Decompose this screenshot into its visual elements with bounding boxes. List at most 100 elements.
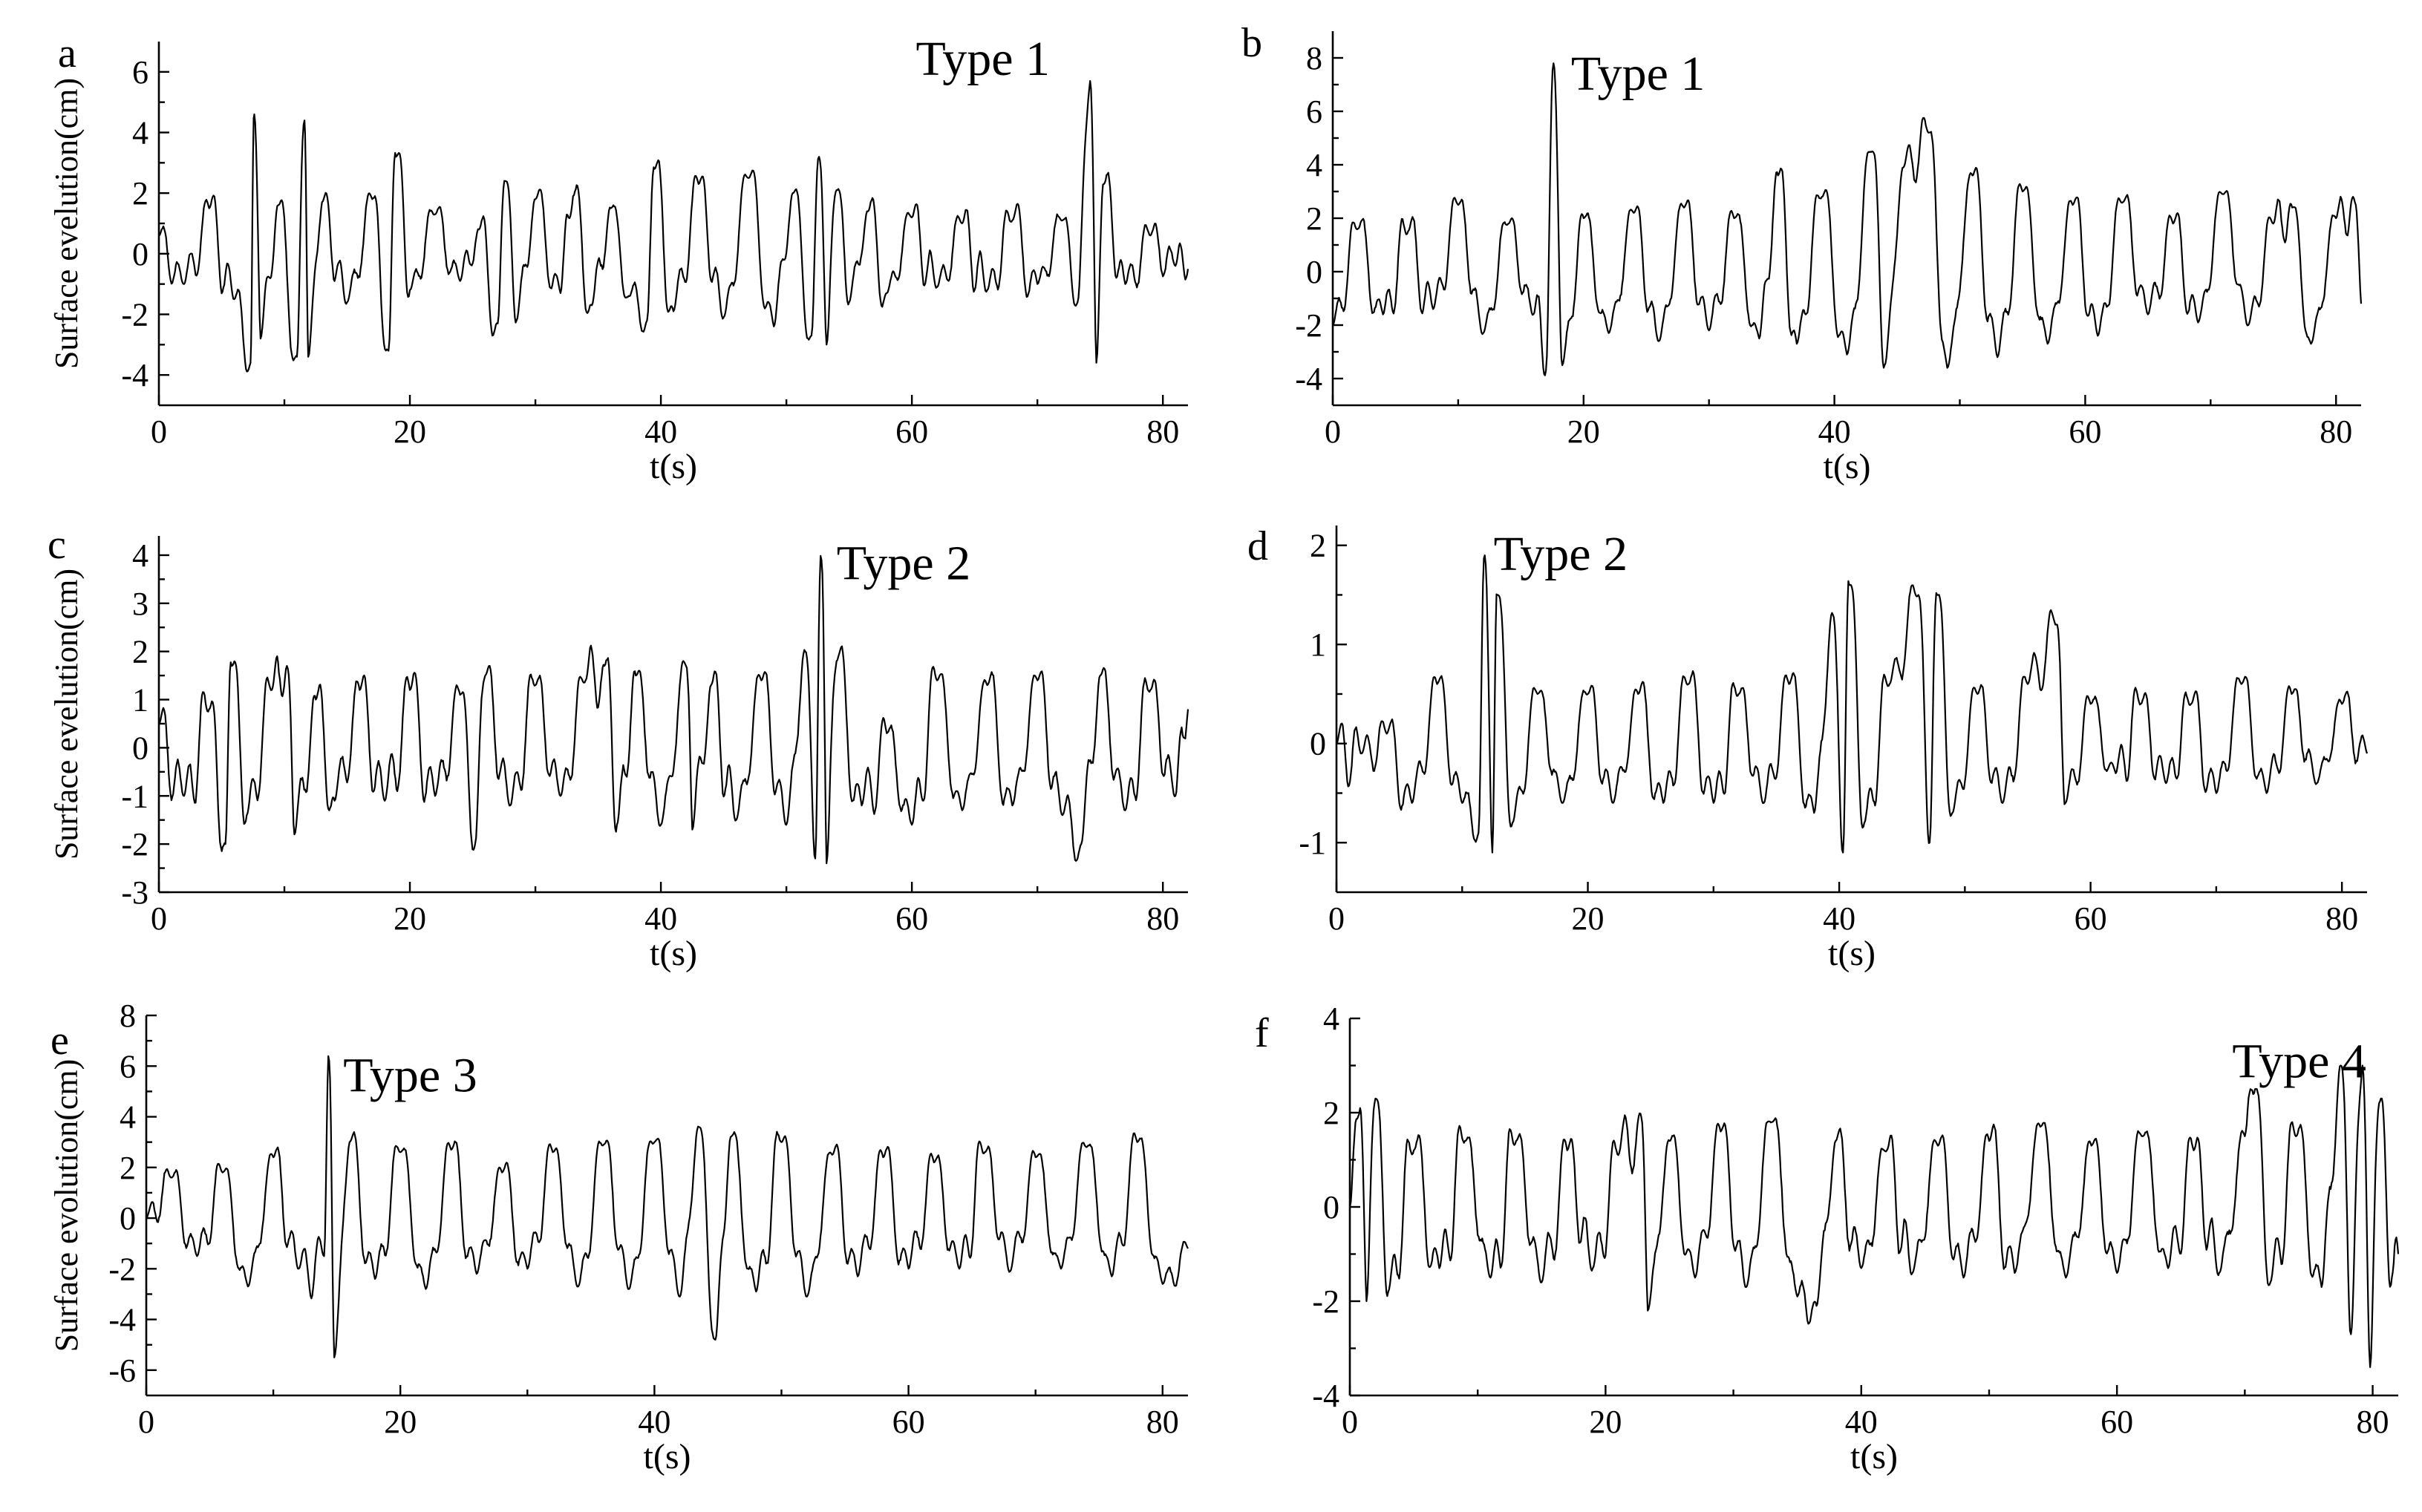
x-tick-label: 40: [644, 413, 677, 450]
chart-panel-e: 0 20 40 60 80 -6 -4 -2 0 2 4 6 8 t(s) Surface evolutio…: [48, 998, 1189, 1476]
y-tick-label: -2: [1295, 307, 1322, 344]
y-tick-label: -2: [121, 826, 148, 863]
y-tick-label: 4: [132, 537, 148, 574]
y-tick-label: 2: [132, 634, 148, 670]
chart-panel-d: 0 20 40 60 80 -1 0 1 2 t(s) d Type 2: [1247, 523, 2369, 973]
y-tick-label: -4: [121, 357, 148, 393]
x-tick-label: 60: [895, 900, 928, 937]
y-tick-label: -4: [108, 1302, 136, 1338]
x-tick-label: 0: [1325, 413, 1341, 450]
series-line: [1348, 1064, 2400, 1368]
x-tick-label: 60: [2075, 900, 2107, 937]
y-tick-label: -1: [121, 778, 148, 814]
x-tick-label: 20: [1567, 413, 1600, 450]
y-tick-label: -6: [108, 1352, 136, 1389]
y-tick-label: 8: [1306, 40, 1322, 76]
x-axis-label: t(s): [650, 447, 697, 486]
y-tick-label: 3: [132, 586, 148, 622]
y-tick-label: 6: [1306, 94, 1322, 130]
x-axis-label: t(s): [650, 934, 697, 973]
x-tick-label: 80: [1146, 900, 1179, 937]
x-tick-label: 40: [1845, 1404, 1878, 1440]
x-tick-label: 80: [2320, 413, 2352, 450]
y-tick-label: 2: [132, 175, 148, 212]
y-tick-label: 0: [1306, 254, 1322, 290]
y-tick-label: -3: [121, 874, 148, 911]
panel-letter: c: [48, 522, 66, 568]
y-tick-label: 8: [120, 998, 136, 1034]
y-tick-label: -2: [108, 1251, 136, 1287]
x-axis-label: t(s): [1828, 934, 1876, 973]
type-annotation: Type 2: [837, 536, 971, 590]
x-axis-label: t(s): [644, 1437, 691, 1476]
y-tick-label: 0: [132, 730, 148, 766]
panel-letter: a: [58, 30, 76, 76]
y-tick-label: 0: [132, 236, 148, 272]
series-line: [1336, 554, 2369, 854]
x-tick-label: 60: [892, 1404, 925, 1440]
y-tick-label: 2: [1310, 528, 1326, 564]
x-tick-label: 0: [138, 1404, 154, 1440]
x-tick-label: 20: [384, 1404, 417, 1440]
panel-letter: f: [1255, 1010, 1269, 1056]
type-annotation: Type 1: [916, 32, 1051, 86]
x-tick-label: 20: [394, 900, 426, 937]
y-tick-label: -1: [1299, 825, 1326, 861]
series-line: [158, 554, 1189, 865]
x-tick-label: 20: [394, 413, 426, 450]
y-axis-label: Surface evolution(cm): [48, 1059, 85, 1352]
type-annotation: Type 2: [1494, 527, 1628, 581]
type-annotation: Type 3: [343, 1048, 477, 1102]
chart-panel-f: 0 20 40 60 80 -4 -2 0 2 4 t(s) f Type 4: [1255, 1001, 2400, 1476]
y-tick-label: 2: [120, 1150, 136, 1186]
x-tick-label: 80: [2357, 1404, 2389, 1440]
x-tick-label: 80: [1146, 413, 1179, 450]
chart-panel-a: 0 20 40 60 80 -4 -2 0 2 4 6 t(s) Surface evelution(c…: [48, 30, 1189, 486]
x-tick-label: 40: [638, 1404, 670, 1440]
y-axis-label: Surface evelution(cm): [48, 78, 85, 369]
x-tick-label: 40: [1823, 900, 1855, 937]
y-tick-label: 2: [1306, 200, 1322, 237]
y-tick-label: -2: [1312, 1283, 1339, 1320]
y-tick-label: 4: [1306, 147, 1322, 183]
x-tick-label: 80: [1146, 1404, 1179, 1440]
y-tick-label: 0: [120, 1200, 136, 1237]
y-axis-label: Surface evelution(cm): [48, 569, 85, 860]
x-tick-label: 0: [151, 900, 167, 937]
y-tick-label: -4: [1295, 361, 1322, 397]
x-tick-label: 40: [1818, 413, 1851, 450]
y-tick-label: 6: [120, 1048, 136, 1084]
x-tick-label: 0: [151, 413, 167, 450]
x-tick-label: 20: [1589, 1404, 1622, 1440]
type-annotation: Type 4: [2232, 1034, 2366, 1088]
y-tick-label: -2: [121, 297, 148, 333]
y-tick-label: -4: [1312, 1378, 1339, 1414]
y-tick-label: 2: [1323, 1095, 1339, 1131]
y-tick-label: 6: [132, 54, 148, 91]
x-axis-label: t(s): [1850, 1437, 1898, 1476]
series-line: [158, 80, 1189, 373]
y-tick-label: 4: [132, 115, 148, 151]
y-tick-label: 1: [132, 682, 148, 719]
x-tick-label: 60: [895, 413, 928, 450]
series-line: [146, 1055, 1189, 1358]
y-tick-label: 0: [1310, 726, 1326, 762]
panel-letter: b: [1241, 20, 1262, 66]
chart-panel-c: 0 20 40 60 80 -3 -2 -1 0 1 2 3 4 t(s) Surface evelutio…: [48, 522, 1189, 973]
type-annotation: Type 1: [1571, 47, 1705, 101]
x-tick-label: 20: [1572, 900, 1605, 937]
x-tick-label: 60: [2069, 413, 2101, 450]
x-tick-label: 0: [1328, 900, 1345, 937]
series-line: [1332, 62, 2363, 376]
chart-panel-b: 0 20 40 60 80 -4 -2 0 2 4 6 8 t(s) b Type 1: [1241, 20, 2363, 486]
panel-letter: e: [50, 1018, 69, 1064]
y-tick-label: 1: [1310, 626, 1326, 663]
x-tick-label: 80: [2325, 900, 2358, 937]
y-tick-label: 0: [1323, 1189, 1339, 1225]
y-tick-label: 4: [120, 1099, 136, 1136]
x-tick-label: 60: [2101, 1404, 2133, 1440]
x-tick-label: 0: [1342, 1404, 1358, 1440]
y-tick-label: 4: [1323, 1001, 1339, 1037]
panel-letter: d: [1247, 523, 1268, 569]
